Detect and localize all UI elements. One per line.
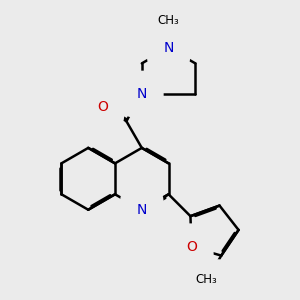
Text: N: N	[136, 87, 147, 101]
Text: CH₃: CH₃	[196, 273, 217, 286]
Text: N: N	[164, 41, 174, 55]
Text: O: O	[186, 240, 197, 254]
Text: CH₃: CH₃	[158, 14, 179, 27]
Text: N: N	[136, 203, 147, 217]
Text: O: O	[97, 100, 108, 114]
